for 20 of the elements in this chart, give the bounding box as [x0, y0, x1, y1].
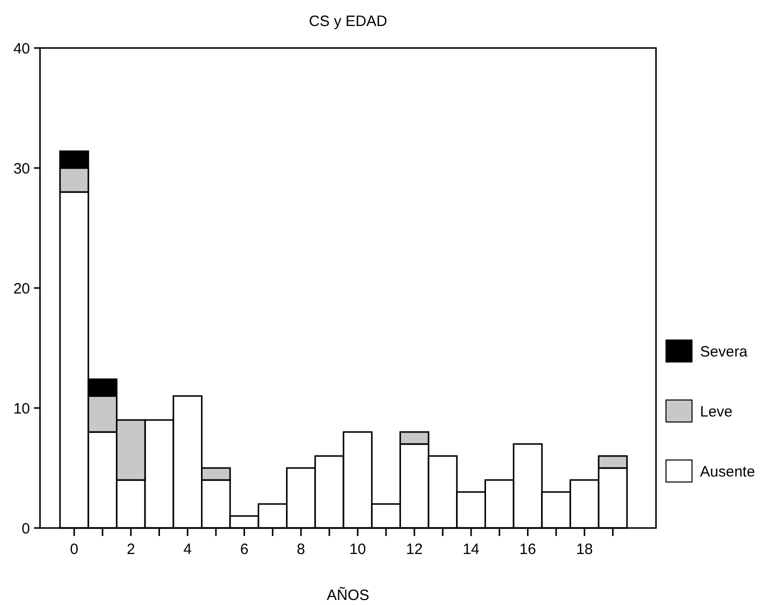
y-tick-label: 0: [22, 520, 30, 538]
x-tick-label: 10: [349, 541, 366, 558]
x-tick-label: 4: [183, 541, 192, 558]
y-tick-label: 30: [13, 160, 30, 178]
y-tick-label: 10: [13, 400, 30, 418]
x-tick-label: 18: [576, 541, 593, 558]
y-tick-label: 40: [13, 40, 30, 58]
x-tick-label: 16: [519, 541, 536, 558]
x-tick-label: 8: [296, 541, 306, 558]
x-tick-label: 14: [462, 541, 480, 558]
y-tick-label: 20: [13, 280, 30, 298]
x-tick-label: 12: [406, 541, 423, 558]
chart-title: CS y EDAD: [308, 13, 388, 30]
x-tick-label: 6: [240, 541, 248, 558]
x-tick-label: 0: [70, 541, 78, 558]
x-axis-title: AÑOS: [326, 586, 370, 604]
legend-label: Leve: [700, 403, 733, 420]
x-tick-label: 2: [126, 541, 136, 558]
legend-label: Ausente: [700, 463, 756, 480]
legend-label: Severa: [700, 343, 748, 360]
